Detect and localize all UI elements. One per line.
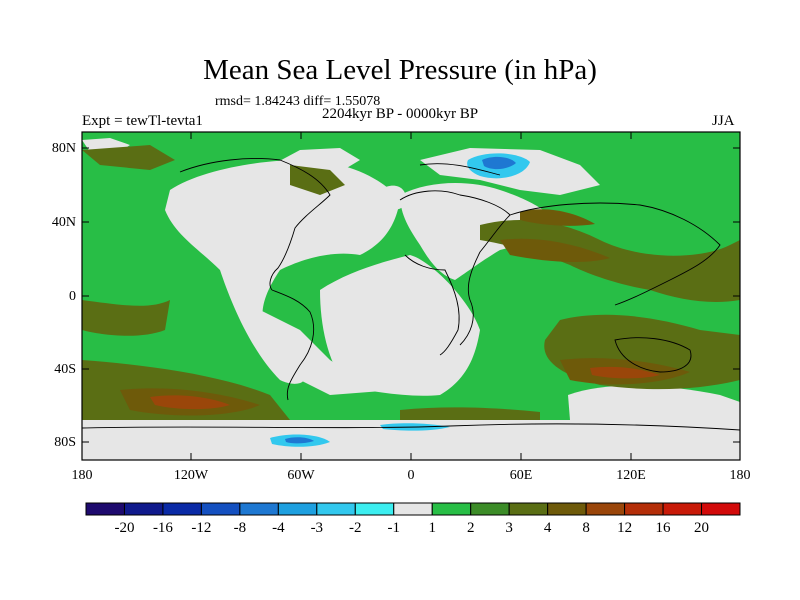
y-tick-label: 80N	[51, 141, 76, 156]
colorbar-level-label: -2	[349, 520, 362, 536]
colorbar-box	[585, 502, 626, 516]
colorbar-box	[354, 502, 395, 516]
colorbar-box	[277, 502, 318, 516]
x-tick-label: 60E	[509, 468, 533, 483]
y-tick-label: 40S	[54, 362, 76, 377]
colorbar-level-label: 20	[694, 520, 710, 536]
blue-regions	[285, 156, 516, 444]
colorbar-level-label: 4	[543, 520, 552, 536]
season-label: JJA	[712, 113, 735, 129]
colorbar-box	[200, 502, 241, 516]
x-tick-label: 120W	[173, 468, 209, 483]
x-tick-label: 180	[729, 468, 751, 483]
period-annotation: 2204kyr BP - 0000kyr BP	[322, 106, 479, 122]
x-tick-label: 60W	[287, 468, 315, 483]
colorbar-box	[162, 502, 202, 516]
coastlines	[82, 158, 740, 431]
axis-ticks	[82, 132, 740, 460]
chart-title: Mean Sea Level Pressure (in hPa)	[203, 54, 597, 86]
colorbar-level-label: -1	[387, 520, 401, 536]
colorbar-level-label: -8	[233, 520, 247, 536]
neutral-regions	[82, 138, 740, 460]
colorbar-box	[624, 502, 664, 516]
colorbar	[85, 502, 741, 516]
rust-regions	[150, 366, 660, 410]
experiment-label: Expt = tewTl-tevta1	[82, 113, 203, 129]
colorbar-level-label: 8	[582, 520, 590, 536]
y-tick-label: 0	[69, 289, 76, 304]
colorbar-level-label: 3	[505, 520, 513, 536]
colorbar-level-label: -12	[191, 520, 212, 536]
colorbar-box	[431, 502, 472, 516]
colorbar-level-label: 2	[466, 520, 475, 536]
y-tick-label: 40N	[51, 215, 76, 230]
colorbar-level-label: -20	[114, 520, 135, 536]
colorbar-level-label: 1	[428, 520, 436, 536]
colorbar-box	[123, 502, 164, 516]
colorbar-level-label: -3	[310, 520, 324, 536]
colorbar-box	[701, 502, 741, 516]
x-tick-label: 180	[71, 468, 93, 483]
x-tick-label: 0	[407, 468, 415, 483]
stats-annotation: rmsd= 1.84243 diff= 1.55078	[215, 94, 381, 109]
colorbar-box	[547, 502, 587, 516]
colorbar-box	[85, 502, 125, 516]
colorbar-box	[508, 502, 549, 516]
colorbar-box	[239, 502, 279, 516]
colorbar-level-label: 12	[617, 520, 633, 536]
colorbar-level-label: -4	[272, 520, 285, 536]
colorbar-box	[393, 502, 433, 516]
colorbar-box	[662, 502, 703, 516]
colorbar-box	[470, 502, 510, 516]
colorbar-level-label: -16	[152, 520, 173, 536]
map-field	[82, 132, 740, 460]
colorbar-box	[316, 502, 356, 516]
colorbar-level-label: 16	[655, 520, 671, 536]
y-tick-label: 80S	[54, 435, 76, 450]
x-tick-label: 120E	[616, 468, 646, 483]
